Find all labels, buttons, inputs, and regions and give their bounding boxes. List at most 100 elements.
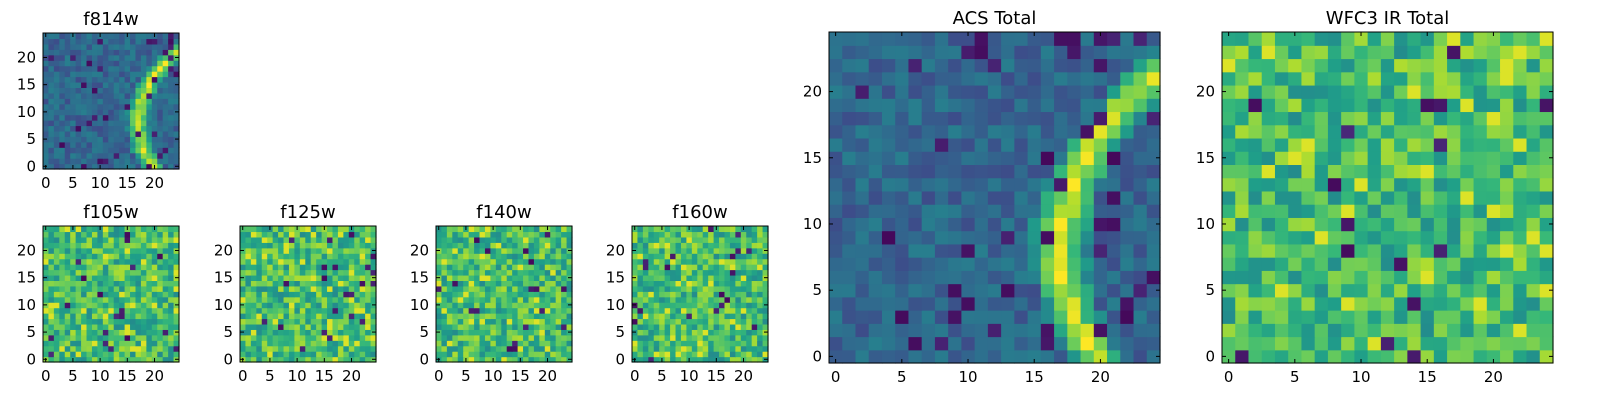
heatmap-cell [299,313,306,320]
heatmap-cell [64,264,71,271]
heatmap-cell [974,124,989,139]
heatmap-cell [642,236,649,243]
heatmap-cell [868,71,883,86]
heatmap-cell [446,318,453,325]
heatmap-cell [140,109,147,116]
heatmap-cell [702,345,709,352]
heatmap-cell [119,296,126,303]
heatmap-cell [140,98,147,105]
heatmap-cell [240,291,247,298]
heatmap-cell [305,269,312,276]
heatmap-cell [908,217,923,232]
heatmap-cell [987,84,1002,99]
heatmap-cell [713,258,720,265]
heatmap-cell [359,313,366,320]
heatmap-cell [294,269,301,276]
heatmap-cell [708,340,715,347]
heatmap-cell [53,103,60,110]
heatmap-cell [1327,349,1342,364]
heatmap-cell [670,318,677,325]
heatmap-cell [146,71,153,78]
heatmap-cell [1274,257,1289,271]
heatmap-cell [108,38,115,45]
x-tick-label: 20 [145,174,164,192]
x-tick-label: 15 [511,367,530,385]
heatmap-cell [1001,45,1015,60]
heatmap-cell [719,231,726,238]
heatmap-cell [1341,71,1355,86]
heatmap-cell [70,274,77,281]
heatmap-cell [468,231,475,238]
heatmap-cell [1261,45,1276,60]
heatmap-cell [310,253,317,260]
heatmap-cell [506,334,513,341]
heatmap-cell [1014,177,1029,192]
heatmap-cell [48,291,55,298]
heatmap-cell [70,291,77,298]
heatmap-cell [1093,310,1108,324]
heatmap-cell [708,231,715,238]
heatmap-cell [1354,98,1369,113]
heatmap-cell [1027,98,1042,113]
heatmap-cell [91,307,98,314]
heatmap-cell [151,71,158,78]
heatmap-cell [729,280,736,287]
heatmap-cell [267,351,274,358]
heatmap-cell [1526,84,1541,99]
heatmap-cell [1420,257,1435,271]
heatmap-cell [1120,204,1135,218]
heatmap-cell [305,345,312,352]
heatmap-cell [746,258,753,265]
heatmap-cell [261,274,268,281]
heatmap-cell [261,302,268,309]
heatmap-cell [1040,137,1055,152]
heatmap-cell [59,130,66,137]
heatmap-cell [81,87,88,94]
heatmap-cell [691,231,698,238]
heatmap-cell [1261,204,1276,218]
heatmap-cell [130,253,137,260]
heatmap-cell [173,340,180,347]
heatmap-cell [113,163,120,170]
x-tick-label: 20 [342,367,361,385]
heatmap-cell [81,313,88,320]
heatmap-cell [895,190,910,205]
heatmap-cell [1314,243,1329,258]
heatmap-cell [1354,310,1369,324]
heatmap-cell [1341,190,1355,205]
heatmap-cell [102,136,109,143]
heatmap-cell [343,329,350,336]
heatmap-cell [1539,124,1554,139]
heatmap-cell [708,280,715,287]
heatmap-cell [91,54,98,61]
heatmap-cell [151,231,158,238]
heatmap-cell [1420,84,1435,99]
heatmap-cell [566,242,573,249]
heatmap-cell [702,323,709,330]
heatmap-cell [119,152,126,159]
heatmap-cell [124,302,131,309]
heatmap-cell [173,236,180,243]
x-tick-label: 15 [118,174,137,192]
heatmap-cell [86,141,93,148]
heatmap-cell [1341,124,1355,139]
heatmap-cell [1486,323,1501,338]
heatmap-cell [659,302,666,309]
heatmap-cell [359,236,366,243]
heatmap-cell [512,351,519,358]
heatmap-cell [1288,190,1303,205]
heatmap-cell [59,38,66,45]
heatmap-cell [1014,71,1029,86]
heatmap-cell [113,274,120,281]
heatmap-cell [1261,257,1276,271]
heatmap-cell [81,340,88,347]
heatmap-cell [97,103,104,110]
heatmap-cell [64,147,71,154]
heatmap-cell [762,340,769,347]
heatmap-cell [702,296,709,303]
heatmap-cell [1341,349,1355,364]
heatmap-cell [479,280,486,287]
heatmap-cell [64,231,71,238]
heatmap-cell [550,329,557,336]
heatmap-cell [157,43,164,50]
